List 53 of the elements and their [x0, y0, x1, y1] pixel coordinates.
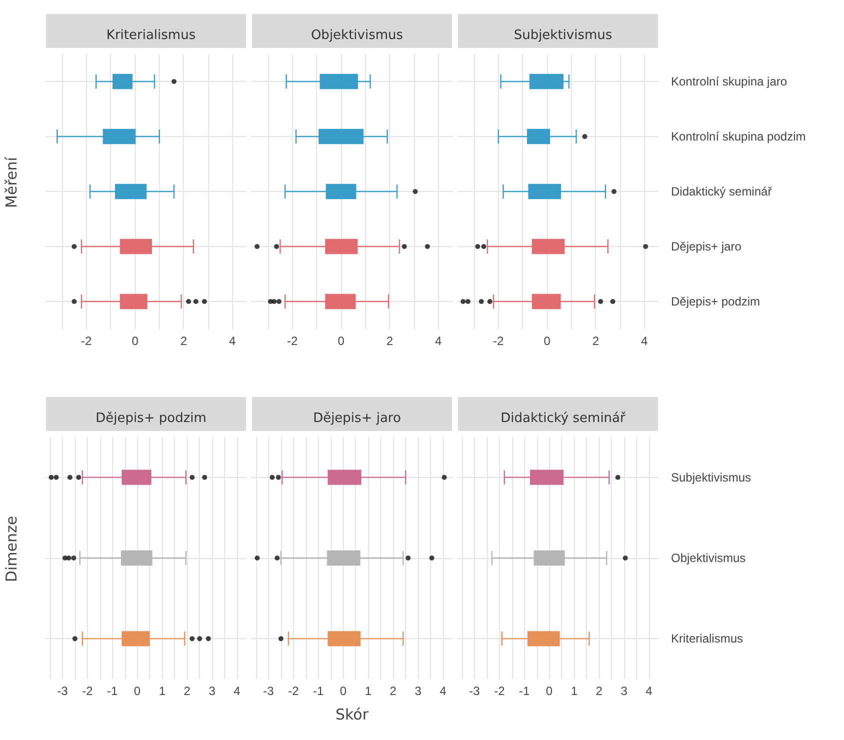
- x-tick-label: -1: [106, 684, 118, 698]
- y-tick-label: Dějepis+ jaro: [671, 240, 742, 254]
- x-tick-label: 3: [414, 684, 422, 698]
- chart-title: Subjektivismus: [514, 28, 612, 43]
- x-tick-label: 1: [570, 684, 578, 698]
- chart-title: Dějepis+ jaro: [313, 411, 401, 426]
- chart-title: Kriterialismus: [106, 28, 196, 43]
- x-tick-label: -2: [82, 684, 94, 698]
- x-tick-label: 4: [641, 334, 648, 348]
- x-tick-label: -2: [287, 334, 298, 348]
- x-tick-label: -1: [518, 684, 530, 698]
- y-tick-label: Kontrolní skupina podzim: [671, 130, 806, 144]
- y-tick-label: Subjektivismus: [671, 470, 752, 484]
- x-tick-label: 0: [544, 334, 551, 348]
- y-tick-label: Objektivismus: [671, 551, 746, 565]
- x-tick-label: 2: [180, 334, 188, 348]
- x-tick-label: -2: [81, 334, 92, 348]
- x-tick-label: -1: [312, 684, 324, 698]
- x-tick-label: -2: [288, 684, 300, 698]
- x-tick-label: -3: [263, 684, 274, 698]
- x-tick-label: 4: [440, 684, 447, 698]
- x-tick-label: -3: [469, 684, 480, 698]
- x-axis-title: Skór: [335, 706, 370, 724]
- x-tick-label: 3: [620, 684, 628, 698]
- x-tick-label: 4: [646, 684, 653, 698]
- y-tick-label: Kriterialismus: [671, 632, 744, 646]
- x-tick-label: 0: [132, 334, 139, 348]
- chart-title: Didaktický seminář: [500, 411, 626, 426]
- y-tick-label: Kontrolní skupina jaro: [671, 74, 788, 88]
- x-tick-label: -2: [494, 684, 506, 698]
- chart-title: Objektivismus: [310, 28, 404, 43]
- x-tick-label: 0: [134, 684, 141, 698]
- x-tick-label: 1: [158, 684, 166, 698]
- y-tick-label: Didaktický seminář: [671, 184, 773, 198]
- x-tick-label: 2: [184, 684, 191, 698]
- y-axis-title: Měření: [2, 156, 20, 208]
- x-tick-label: 2: [386, 334, 394, 348]
- x-tick-label: 0: [546, 684, 553, 698]
- x-tick-label: 2: [596, 684, 603, 698]
- x-tick-label: 3: [208, 684, 216, 698]
- x-tick-label: 2: [390, 684, 397, 698]
- y-axis-title: Dimenze: [2, 516, 20, 582]
- x-tick-label: -2: [493, 334, 504, 348]
- y-tick-label: Dějepis+ podzim: [671, 294, 760, 308]
- x-tick-label: 1: [364, 684, 372, 698]
- chart-title: Dějepis+ podzim: [96, 411, 206, 426]
- x-tick-label: 4: [234, 684, 241, 698]
- x-tick-label: 0: [340, 684, 347, 698]
- x-tick-label: 2: [592, 334, 600, 348]
- x-tick-label: -3: [57, 684, 68, 698]
- x-tick-label: 4: [229, 334, 236, 348]
- x-tick-label: 4: [435, 334, 442, 348]
- x-tick-label: 0: [338, 334, 345, 348]
